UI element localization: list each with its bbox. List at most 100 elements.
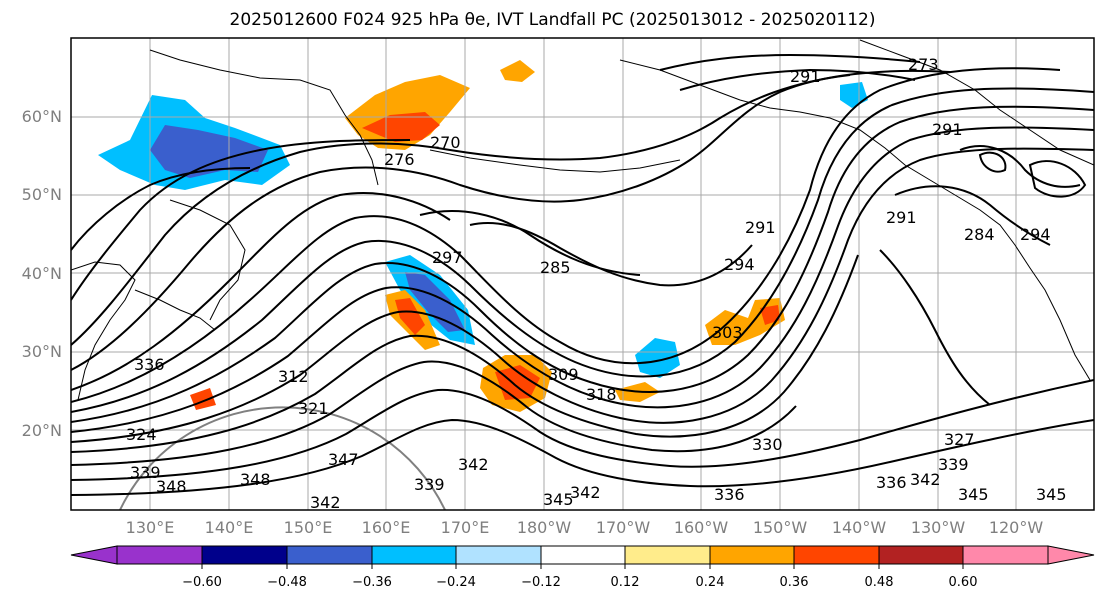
contour-line: [71, 147, 1094, 443]
contour-line: [71, 67, 1061, 403]
contour-label: 291: [790, 67, 821, 86]
lon-label: 120°W: [988, 518, 1044, 537]
lon-label: 170°W: [595, 518, 651, 537]
contour-line: [978, 151, 1007, 173]
colorbar-segment: [201, 545, 288, 565]
contour-line: [71, 139, 411, 301]
theta-e-contours: [71, 53, 1094, 496]
contour-line: [71, 126, 1094, 433]
contour-line: [959, 145, 1081, 188]
contour-labels: 291 273 270 276 291 291 294 291 284 285 …: [126, 55, 1067, 512]
contour-line: [659, 53, 921, 71]
contour-label: 339: [130, 463, 161, 482]
figure-title: 2025012600 F024 925 hPa θe, IVT Landfall…: [229, 10, 876, 30]
contour-label: 348: [156, 477, 187, 496]
lon-label: 170°E: [440, 518, 490, 537]
contour-label: 347: [328, 450, 359, 469]
graticule: [71, 38, 1094, 510]
colorbar-segment: [793, 545, 880, 565]
colorbar-segment: [70, 545, 118, 565]
contour-line: [71, 379, 1094, 481]
contour-label: 270: [430, 133, 461, 152]
negative-region-siberia-core: [150, 125, 268, 178]
lon-label: 160°E: [361, 518, 411, 537]
colorbar-segment: [116, 545, 203, 565]
positive-region-east-core: [760, 305, 780, 325]
contour-label: 345: [1036, 485, 1067, 504]
contour-label: 345: [543, 490, 574, 509]
contour-label: 309: [548, 365, 579, 384]
coastline-aleutians: [429, 149, 681, 173]
positive-region-north: [500, 60, 535, 82]
colorbar-segment: [286, 545, 373, 565]
negative-region-midpacific: [635, 338, 680, 378]
colorbar-segment: [709, 545, 795, 565]
colorbar-segment: [962, 545, 1049, 565]
contour-label: 294: [1020, 225, 1051, 244]
colorbar-segment: [540, 545, 626, 565]
contour-label: 342: [458, 455, 489, 474]
contour-label: 342: [570, 483, 601, 502]
contour-line: [71, 74, 851, 346]
contour-label: 327: [944, 430, 975, 449]
colorbar-segment: [371, 545, 457, 565]
colorbar-segment: [455, 545, 542, 565]
contour-label: 285: [540, 258, 571, 277]
colorbar-tick-label: 0.60: [948, 575, 978, 590]
lon-label: 180°W: [516, 518, 572, 537]
contour-label: 336: [876, 473, 907, 492]
contour-label: 336: [134, 355, 165, 374]
colorbar-tick-label: 0.48: [864, 575, 894, 590]
lon-label: 160°W: [673, 518, 729, 537]
contour-line: [679, 68, 916, 91]
colorbar-tick-label: −0.48: [267, 575, 307, 590]
contour-label: 345: [958, 485, 989, 504]
contour-line: [71, 254, 859, 453]
colorbar: [70, 545, 1095, 569]
contour-label: 336: [714, 485, 745, 504]
lat-label: 60°N: [21, 107, 62, 126]
coastline-north-america: [859, 39, 1094, 166]
contour-label: 330: [752, 435, 783, 454]
lat-label: 50°N: [21, 185, 62, 204]
colorbar-tick-label: −0.60: [182, 575, 222, 590]
colorbar-tick-label: 0.36: [779, 575, 809, 590]
contour-label: 348: [240, 470, 271, 489]
contour-label: 324: [126, 425, 157, 444]
coastlines: [71, 39, 1094, 401]
colorbar-ticks: [201, 564, 964, 569]
contour-label: 342: [310, 493, 341, 512]
contour-line: [419, 210, 641, 276]
coastline-asia: [71, 49, 379, 401]
colorbar-tick-label: 0.24: [695, 575, 725, 590]
contour-label: 276: [384, 150, 415, 169]
lat-label: 20°N: [21, 421, 62, 440]
contour-line: [71, 105, 1094, 423]
contour-label: 273: [908, 55, 939, 74]
lat-label: 40°N: [21, 264, 62, 283]
colorbar-tick-label: −0.36: [352, 575, 392, 590]
coastline-alaska: [619, 59, 1091, 381]
colorbar-segment: [1047, 545, 1095, 565]
contour-line: [71, 360, 797, 466]
lon-label: 140°W: [831, 518, 887, 537]
positive-region-kamchatka-core: [362, 112, 440, 142]
contour-label: 303: [712, 323, 743, 342]
contour-line: [71, 418, 1094, 496]
contour-line: [879, 249, 991, 406]
lon-label: 140°E: [204, 518, 254, 537]
contour-line: [71, 192, 451, 391]
contour-line: [894, 185, 1051, 246]
contour-label: 339: [414, 475, 445, 494]
contour-label: 312: [278, 367, 309, 386]
contour-label: 321: [298, 399, 329, 418]
contour-label: 318: [586, 385, 617, 404]
contour-label: 342: [910, 470, 941, 489]
contour-label: 284: [964, 225, 995, 244]
lon-label: 150°E: [283, 518, 333, 537]
colorbar-tick-label: 0.12: [610, 575, 640, 590]
lon-label: 150°W: [752, 518, 808, 537]
map-area: [71, 38, 1094, 510]
positive-region-jet-west-core: [395, 298, 425, 335]
